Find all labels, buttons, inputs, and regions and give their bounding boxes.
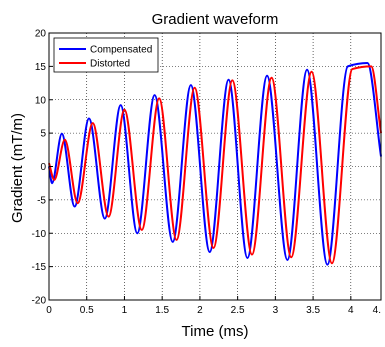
series-line-distorted — [48, 65, 382, 265]
x-tick-label: 2 — [197, 305, 203, 316]
legend: Compensated Distorted — [53, 37, 159, 73]
y-tick-label: -5 — [37, 195, 46, 206]
x-tick-labels: 0 0.5 1 1.5 2 2.5 3 3.5 4 4. — [46, 296, 382, 316]
x-tick-label: 0.5 — [80, 305, 94, 316]
series-group — [48, 62, 382, 266]
x-tick-label: 3.5 — [306, 305, 320, 316]
y-tick-label: 5 — [40, 129, 46, 140]
x-tick-label: 1.5 — [155, 305, 169, 316]
y-tick-label: 10 — [35, 95, 47, 106]
x-tick-label: 2.5 — [231, 305, 245, 316]
legend-box — [53, 37, 159, 73]
x-tick-label: 4. — [373, 305, 381, 316]
x-axis-label: Time (ms) — [182, 323, 249, 340]
y-tick-labels: 20 15 10 5 0 -5 -10 -15 -20 — [32, 29, 53, 307]
y-tick-label: 15 — [35, 62, 47, 73]
x-tick-label: 0 — [46, 305, 52, 316]
y-tick-label: -10 — [32, 229, 47, 240]
grid-lines — [49, 33, 381, 300]
y-tick-label: -20 — [32, 296, 47, 307]
x-tick-label: 4 — [348, 305, 354, 316]
y-tick-label: 0 — [40, 162, 46, 173]
y-axis-label: Gradient (mT/m) — [9, 113, 26, 223]
legend-label-distorted: Distorted — [90, 59, 130, 70]
series-line-compensated — [48, 62, 382, 266]
legend-label-compensated: Compensated — [90, 45, 152, 56]
x-tick-label: 3 — [273, 305, 279, 316]
y-tick-label: 20 — [35, 29, 47, 40]
x-tick-label: 1 — [122, 305, 128, 316]
y-tick-label: -15 — [32, 262, 47, 273]
chart-title: Gradient waveform — [152, 11, 279, 28]
